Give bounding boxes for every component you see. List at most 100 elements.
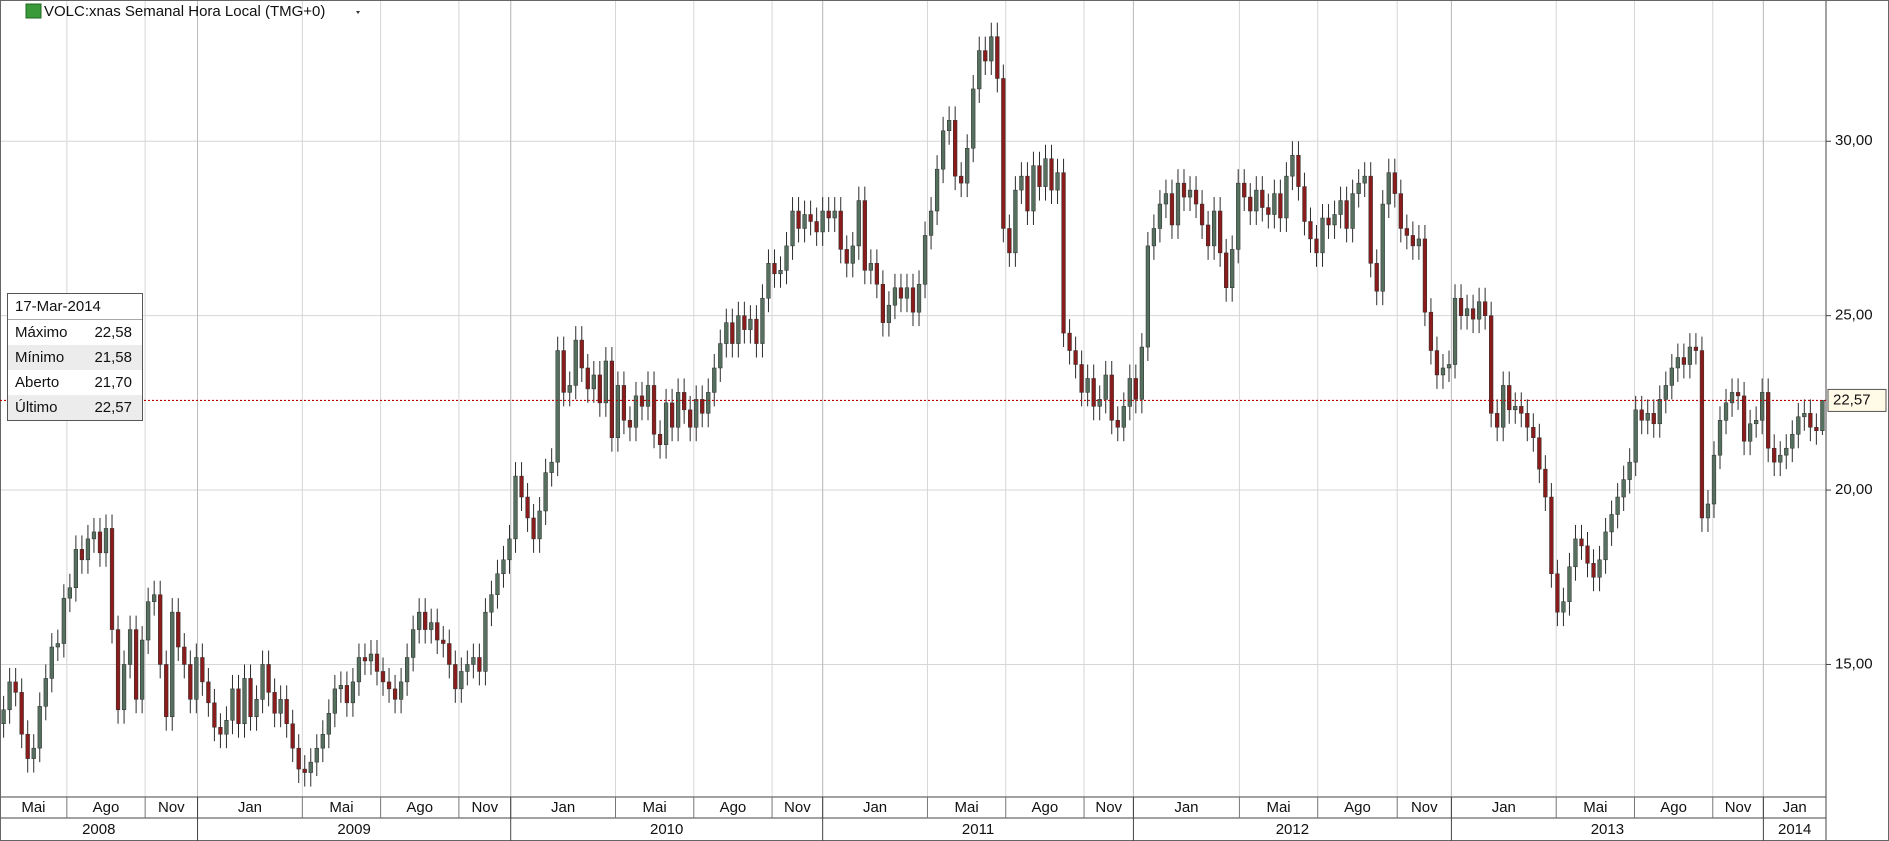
candle-body bbox=[404, 657, 410, 683]
x-tick-label: Jan bbox=[551, 799, 575, 816]
info-row: Aberto 21,70 bbox=[8, 370, 142, 395]
candle-body bbox=[224, 720, 229, 735]
dropdown-arrow[interactable] bbox=[356, 11, 360, 14]
candle-body bbox=[1037, 165, 1042, 187]
candle-body bbox=[928, 210, 934, 236]
candle-body bbox=[109, 528, 115, 630]
candle-body bbox=[332, 688, 337, 714]
last-price-box bbox=[1827, 388, 1887, 412]
candle-body bbox=[1711, 454, 1717, 505]
candle-body bbox=[1440, 367, 1446, 376]
candle-body bbox=[555, 350, 560, 463]
candle-body bbox=[1446, 364, 1452, 369]
candle-body bbox=[1609, 514, 1614, 533]
candle-body bbox=[663, 402, 669, 445]
candle-body bbox=[320, 733, 325, 749]
candle-body bbox=[597, 374, 602, 404]
candle-body bbox=[140, 639, 145, 700]
candle-body bbox=[953, 120, 958, 177]
x-tick-label: Jan bbox=[238, 799, 262, 816]
candle-body bbox=[1181, 182, 1187, 198]
candle-body bbox=[688, 409, 693, 428]
candle-body bbox=[904, 287, 910, 299]
candle-body bbox=[260, 664, 265, 700]
candle-body bbox=[850, 245, 855, 264]
candle-body bbox=[615, 385, 621, 438]
candle-body bbox=[146, 601, 151, 641]
x-tick-label: Mai bbox=[329, 799, 353, 816]
candle-body bbox=[1109, 374, 1114, 421]
candle-body bbox=[170, 611, 175, 718]
candle-body bbox=[1633, 409, 1638, 463]
candle-body bbox=[1808, 413, 1813, 428]
x-tick-label: Jan bbox=[1492, 799, 1516, 816]
candle-body bbox=[1199, 203, 1205, 226]
candle-body bbox=[965, 147, 970, 184]
x-tick-label: Ago bbox=[1660, 799, 1687, 816]
candle-body bbox=[1693, 346, 1699, 351]
info-value: 22,58 bbox=[94, 324, 132, 341]
candle-body bbox=[1284, 175, 1289, 219]
candle-body bbox=[435, 622, 440, 641]
candle-body bbox=[49, 646, 54, 679]
candle-body bbox=[1302, 186, 1307, 222]
candle-body bbox=[1651, 413, 1656, 425]
x-tick-label: Jan bbox=[863, 799, 887, 816]
candle-body bbox=[844, 249, 849, 264]
candle-body bbox=[1350, 193, 1355, 229]
axes: 15,00 20,00 25,00 30,00 Mai Ago Nov Jan Mai Ago No… bbox=[0, 132, 1887, 841]
x-tick-label: Ago bbox=[1344, 799, 1371, 816]
candle-body bbox=[194, 657, 199, 700]
candle-body bbox=[995, 36, 1000, 79]
candle-body bbox=[7, 681, 12, 711]
candle-body bbox=[1766, 392, 1771, 449]
candle-body bbox=[1537, 437, 1542, 470]
x-tick-label: Nov bbox=[784, 799, 811, 816]
candle-body bbox=[766, 263, 771, 299]
info-label: Máximo bbox=[15, 324, 68, 341]
candle-body bbox=[609, 360, 614, 438]
candle-body bbox=[1187, 189, 1193, 198]
candle-body bbox=[1326, 217, 1331, 226]
candle-body bbox=[579, 339, 584, 369]
candle-body bbox=[103, 528, 109, 554]
candle-body bbox=[971, 88, 976, 149]
y-tick-label: 25,00 bbox=[1835, 307, 1873, 324]
candle-body bbox=[73, 549, 78, 588]
candle-body bbox=[1416, 238, 1422, 247]
x-tick-label: Mai bbox=[1266, 799, 1290, 816]
info-label: Mínimo bbox=[15, 349, 65, 366]
candle-body bbox=[591, 374, 596, 390]
candle-body bbox=[1410, 235, 1415, 247]
candle-body bbox=[1103, 374, 1108, 400]
candle-body bbox=[1320, 217, 1325, 254]
candle-body bbox=[1669, 367, 1674, 386]
candle-body bbox=[1717, 420, 1723, 456]
candle-body bbox=[862, 200, 867, 271]
candle-body bbox=[633, 395, 639, 428]
candle-body bbox=[1820, 400, 1825, 432]
candle-body bbox=[989, 36, 994, 62]
candle-body bbox=[983, 50, 988, 62]
candle-body bbox=[218, 726, 223, 735]
candle-body bbox=[856, 200, 861, 247]
candle-body bbox=[1705, 503, 1711, 519]
candle-body bbox=[1489, 315, 1494, 414]
candle-body bbox=[1073, 350, 1078, 365]
candle-body bbox=[1796, 416, 1801, 435]
candle-body bbox=[712, 367, 717, 393]
candle-body bbox=[1555, 573, 1560, 613]
candle-body bbox=[477, 657, 482, 672]
candle-body bbox=[1663, 385, 1668, 400]
candle-body bbox=[67, 587, 72, 599]
candle-body bbox=[1242, 182, 1247, 198]
candle-body bbox=[1464, 308, 1470, 316]
candle-body bbox=[1760, 392, 1765, 421]
candle-body bbox=[947, 120, 952, 132]
info-row: Último 22,57 bbox=[8, 395, 142, 420]
candle-body bbox=[820, 210, 825, 233]
candle-body bbox=[19, 692, 24, 735]
info-label: Último bbox=[15, 399, 58, 416]
candle-body bbox=[398, 681, 404, 700]
candle-body bbox=[1025, 175, 1030, 212]
